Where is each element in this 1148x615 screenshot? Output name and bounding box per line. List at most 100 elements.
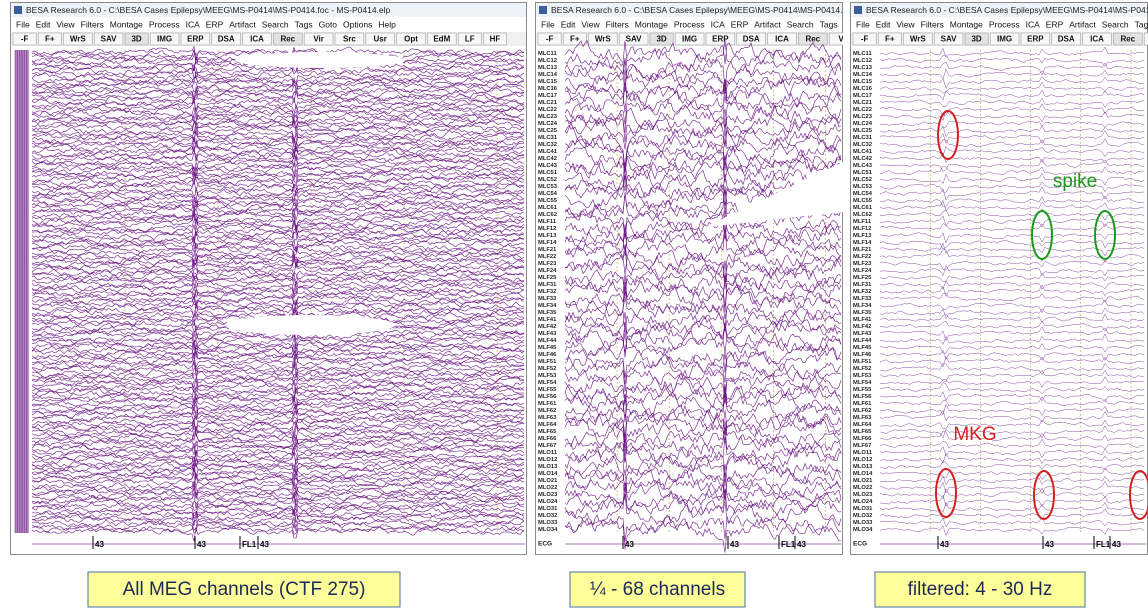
toolbar-button[interactable]: LF	[458, 33, 481, 45]
menu-item[interactable]: File	[856, 19, 870, 29]
toolbar-button[interactable]: ICA	[1083, 33, 1112, 45]
menu-item[interactable]: Tags	[820, 19, 838, 29]
menu-item[interactable]: Montage	[110, 19, 143, 29]
channel-label: MLC31	[853, 135, 873, 141]
channel-label: MLC21	[538, 100, 558, 106]
toolbar-button[interactable]: Src	[335, 33, 364, 45]
toolbar-button[interactable]: DSA	[212, 33, 241, 45]
toolbar-button[interactable]: 3D	[125, 33, 148, 45]
menu-item[interactable]: Montage	[635, 19, 668, 29]
toolbar-button[interactable]: ERP	[706, 33, 735, 45]
menu-item[interactable]: ICA	[1026, 19, 1041, 29]
toolbar-button[interactable]: SAV	[934, 33, 963, 45]
menu-item[interactable]: View	[56, 19, 75, 29]
menu-item[interactable]: Search	[1102, 19, 1129, 29]
menu-item[interactable]: Goto	[319, 19, 338, 29]
toolbar-button[interactable]: F+	[563, 33, 586, 45]
menu-item[interactable]: Search	[262, 19, 289, 29]
menu-item[interactable]: Montage	[950, 19, 983, 29]
menu-item[interactable]: ICA	[186, 19, 201, 29]
menu-item[interactable]: Filters	[81, 19, 104, 29]
menu-item[interactable]: Filters	[921, 19, 944, 29]
menu-item[interactable]: File	[541, 19, 555, 29]
toolbar-button[interactable]: DSA	[1052, 33, 1081, 45]
menu-item[interactable]: Edit	[36, 19, 51, 29]
menu-item[interactable]: Process	[149, 19, 180, 29]
button-label: Opt	[404, 35, 418, 44]
channel-label: MLO23	[538, 492, 558, 498]
channel-label: MLF66	[853, 436, 872, 442]
channel-label: MLC51	[853, 170, 873, 176]
toolbar-button[interactable]: Vir	[304, 33, 333, 45]
menu-item[interactable]: Edit	[876, 19, 891, 29]
spike-annotation: spike	[1053, 171, 1097, 192]
toolbar-button[interactable]: ERP	[1021, 33, 1050, 45]
menu-item[interactable]: View	[581, 19, 600, 29]
menu-item[interactable]: Artifact	[229, 19, 256, 29]
event-marker: 43	[625, 540, 634, 549]
channel-label: MLF61	[538, 401, 557, 407]
event-marker: FL1	[781, 540, 796, 549]
toolbar-button[interactable]: ICA	[768, 33, 797, 45]
menu-item[interactable]: File	[16, 19, 30, 29]
button-label: Rec	[1120, 35, 1135, 44]
toolbar-button[interactable]: 3D	[965, 33, 988, 45]
toolbar-button[interactable]: F+	[878, 33, 901, 45]
menu-item[interactable]: Tags	[295, 19, 313, 29]
channel-label: MLF21	[538, 247, 557, 253]
toolbar-button[interactable]: F+	[38, 33, 61, 45]
button-label: HF	[490, 35, 501, 44]
toolbar-button[interactable]: WrS	[588, 33, 617, 45]
toolbar-button[interactable]: EdM	[427, 33, 456, 45]
menu-item[interactable]: ERP	[731, 19, 749, 29]
menu-item[interactable]: ERP	[206, 19, 224, 29]
menu-item[interactable]: Search	[787, 19, 814, 29]
menu-item[interactable]: Help	[378, 19, 396, 29]
menu-item[interactable]: Process	[674, 19, 705, 29]
channel-label: MLC54	[853, 191, 873, 197]
channel-label: MLF22	[853, 254, 871, 260]
toolbar-button[interactable]: Vir	[1144, 33, 1148, 45]
menu-item[interactable]: ICA	[711, 19, 726, 29]
channel-label: MLC22	[538, 107, 557, 113]
menu-item[interactable]: Tags	[1135, 19, 1148, 29]
toolbar-button[interactable]: ERP	[181, 33, 210, 45]
toolbar-button[interactable]: ICA	[243, 33, 272, 45]
menu-item[interactable]: ERP	[1046, 19, 1064, 29]
toolbar-button[interactable]: SAV	[94, 33, 123, 45]
channel-label: MLF33	[538, 296, 557, 302]
toolbar-button[interactable]: Opt	[397, 33, 426, 45]
channel-label: MLF54	[538, 380, 557, 386]
channel-label: MLC52	[853, 177, 872, 183]
toolbar-button[interactable]: Usr	[366, 33, 395, 45]
menu-item[interactable]: Process	[989, 19, 1020, 29]
channel-label: MLF62	[538, 408, 556, 414]
button-label: ICA	[250, 35, 264, 44]
channel-label: MLC41	[853, 149, 873, 155]
toolbar-button[interactable]: IMG	[675, 33, 704, 45]
toolbar-button[interactable]: Rec	[273, 33, 302, 45]
event-marker: FL1	[242, 540, 257, 549]
menu-item[interactable]: Edit	[561, 19, 576, 29]
channel-label: MLO14	[538, 471, 558, 477]
toolbar-button[interactable]: 3D	[650, 33, 673, 45]
menu-item[interactable]: Artifact	[754, 19, 781, 29]
menu-item[interactable]: Artifact	[1069, 19, 1096, 29]
menu-item[interactable]: Filters	[606, 19, 629, 29]
toolbar-button[interactable]: WrS	[903, 33, 932, 45]
toolbar-button[interactable]: IMG	[990, 33, 1019, 45]
toolbar-button[interactable]: HF	[483, 33, 506, 45]
event-marker: 43	[260, 540, 269, 549]
menu-item[interactable]: Options	[343, 19, 372, 29]
toolbar-button[interactable]: IMG	[150, 33, 179, 45]
button-label: F+	[885, 35, 895, 44]
toolbar-button[interactable]: -F	[538, 33, 561, 45]
channel-label: MLO31	[853, 506, 873, 512]
channel-label: MLO13	[853, 464, 873, 470]
menu-item[interactable]: View	[896, 19, 915, 29]
toolbar-button[interactable]: -F	[853, 33, 876, 45]
toolbar-button[interactable]: Rec	[1113, 33, 1142, 45]
toolbar-button[interactable]: WrS	[63, 33, 92, 45]
toolbar-button[interactable]: -F	[13, 33, 36, 45]
toolbar-button[interactable]: SAV	[619, 33, 648, 45]
